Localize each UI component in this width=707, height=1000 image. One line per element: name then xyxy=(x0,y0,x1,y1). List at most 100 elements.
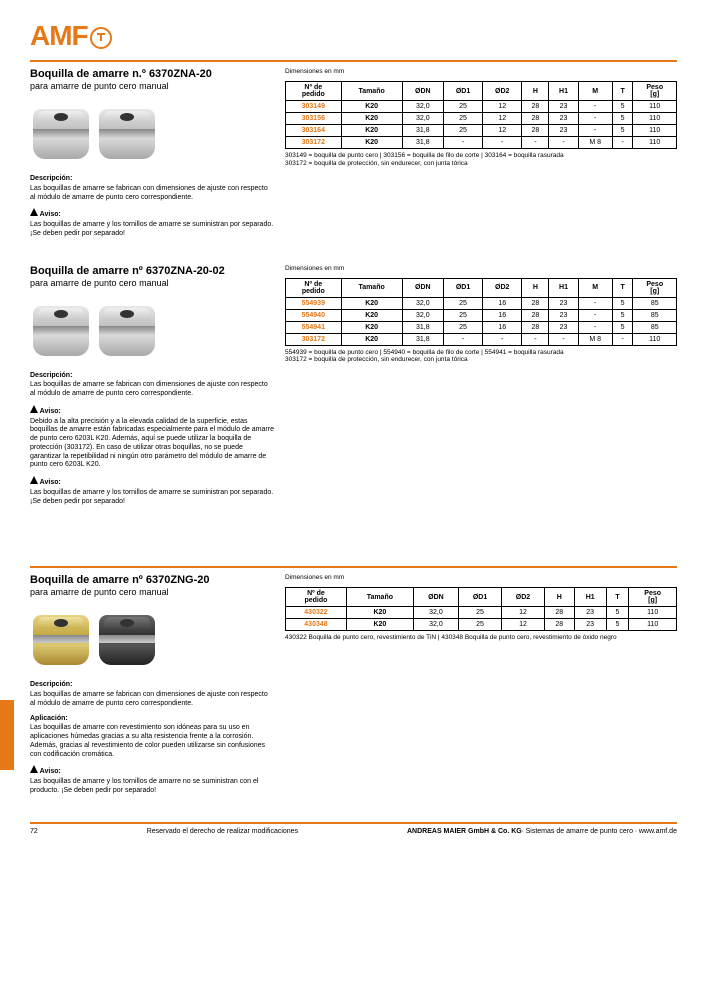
product-images xyxy=(30,615,275,673)
table-footnote: 554939 = boquilla de punto cero | 554940… xyxy=(285,349,677,365)
col-header: H1 xyxy=(549,278,578,297)
cell: 23 xyxy=(549,101,578,113)
cell: - xyxy=(522,333,549,345)
cell: 28 xyxy=(522,309,549,321)
cell: 110 xyxy=(633,101,677,113)
cell: 25 xyxy=(459,619,502,631)
product-section: Boquilla de amarre n.º 6370ZNA-20 para a… xyxy=(30,68,677,245)
product-images xyxy=(30,306,275,364)
cell: - xyxy=(612,137,633,149)
cell: K20 xyxy=(346,619,413,631)
product-image xyxy=(30,615,92,673)
cell: 16 xyxy=(483,297,522,309)
page-number: 72 xyxy=(30,828,38,835)
cell: 85 xyxy=(633,309,677,321)
application: Aplicación:Las boquillas de amarre con r… xyxy=(30,715,275,760)
col-header: Tamaño xyxy=(341,278,402,297)
cell: - xyxy=(522,137,549,149)
cell: - xyxy=(578,309,612,321)
cell: 25 xyxy=(443,297,482,309)
cell: 5 xyxy=(612,101,633,113)
cell: K20 xyxy=(341,137,402,149)
cell: 554939 xyxy=(286,297,342,309)
cell: 303172 xyxy=(286,137,342,149)
table-footnote: 303149 = boquilla de punto cero | 303156… xyxy=(285,152,677,168)
cell: - xyxy=(549,137,578,149)
col-header: T xyxy=(612,82,633,101)
cell: 28 xyxy=(544,607,574,619)
product-image xyxy=(96,615,158,673)
product-section: Boquilla de amarre nº 6370ZNG-20 para am… xyxy=(30,574,677,801)
notice: Aviso:Las boquillas de amarre y los torn… xyxy=(30,765,275,795)
col-header: Tamaño xyxy=(341,82,402,101)
cell: - xyxy=(578,125,612,137)
col-header: H1 xyxy=(574,588,606,607)
cell: 32,0 xyxy=(413,607,458,619)
cell: 303172 xyxy=(286,333,342,345)
divider xyxy=(30,566,677,568)
product-image xyxy=(96,109,158,167)
col-header: H xyxy=(522,278,549,297)
cell: 25 xyxy=(443,113,482,125)
cell: - xyxy=(578,113,612,125)
section-title: Boquilla de amarre n.º 6370ZNA-20 xyxy=(30,68,275,80)
cell: 28 xyxy=(522,125,549,137)
spec-table: Nº depedidoTamañoØDNØD1ØD2HH1MTPeso [g]3… xyxy=(285,81,677,149)
cell: 12 xyxy=(483,125,522,137)
cell: K20 xyxy=(341,125,402,137)
logo-icon xyxy=(90,27,112,49)
cell: K20 xyxy=(341,333,402,345)
table-row: 303172K2031,8----M 8-110 xyxy=(286,333,677,345)
table-row: 303149K2032,025122823-5110 xyxy=(286,101,677,113)
table-row: 554941K2031,825162823-585 xyxy=(286,321,677,333)
cell: 12 xyxy=(483,113,522,125)
cell: 25 xyxy=(459,607,502,619)
cell: 110 xyxy=(633,137,677,149)
cell: - xyxy=(612,333,633,345)
cell: 110 xyxy=(633,113,677,125)
cell: 31,8 xyxy=(402,137,443,149)
cell: 430348 xyxy=(286,619,347,631)
cell: 23 xyxy=(549,309,578,321)
cell: M 8 xyxy=(578,333,612,345)
section-subtitle: para amarre de punto cero manual xyxy=(30,587,275,597)
cell: 303164 xyxy=(286,125,342,137)
table-row: 303172K2031,8----M 8-110 xyxy=(286,137,677,149)
divider xyxy=(30,60,677,62)
footer-note: Reservado el derecho de realizar modific… xyxy=(147,828,298,835)
col-header: ØD1 xyxy=(443,278,482,297)
product-image xyxy=(30,306,92,364)
section-subtitle: para amarre de punto cero manual xyxy=(30,81,275,91)
cell: 32,0 xyxy=(402,113,443,125)
cell: 32,0 xyxy=(402,101,443,113)
cell: 5 xyxy=(612,297,633,309)
cell: 12 xyxy=(502,619,545,631)
col-header: ØDN xyxy=(402,278,443,297)
cell: 5 xyxy=(612,125,633,137)
warning-icon xyxy=(30,208,38,216)
spec-table: Nº depedidoTamañoØDNØD1ØD2HH1MTPeso [g]5… xyxy=(285,278,677,346)
col-header: M xyxy=(578,82,612,101)
description: Descripción:Las boquillas de amarre se f… xyxy=(30,681,275,708)
cell: 303156 xyxy=(286,113,342,125)
cell: K20 xyxy=(341,297,402,309)
cell: 31,8 xyxy=(402,321,443,333)
section-title: Boquilla de amarre nº 6370ZNA-20-02 xyxy=(30,265,275,277)
col-header: Tamaño xyxy=(346,588,413,607)
col-header: Nº depedido xyxy=(286,588,347,607)
cell: 5 xyxy=(606,607,629,619)
cell: 23 xyxy=(549,297,578,309)
dimensions-label: Dimensiones en mm xyxy=(285,265,677,272)
dimensions-label: Dimensiones en mm xyxy=(285,68,677,75)
cell: 25 xyxy=(443,101,482,113)
table-row: 554940K2032,025162823-585 xyxy=(286,309,677,321)
dimensions-label: Dimensiones en mm xyxy=(285,574,677,581)
col-header: H xyxy=(544,588,574,607)
cell: 110 xyxy=(629,619,677,631)
cell: K20 xyxy=(341,101,402,113)
spec-table: Nº depedidoTamañoØDNØD1ØD2HH1TPeso [g]43… xyxy=(285,587,677,631)
cell: 110 xyxy=(633,125,677,137)
cell: - xyxy=(578,297,612,309)
table-row: 554939K2032,025162823-585 xyxy=(286,297,677,309)
cell: 32,0 xyxy=(413,619,458,631)
